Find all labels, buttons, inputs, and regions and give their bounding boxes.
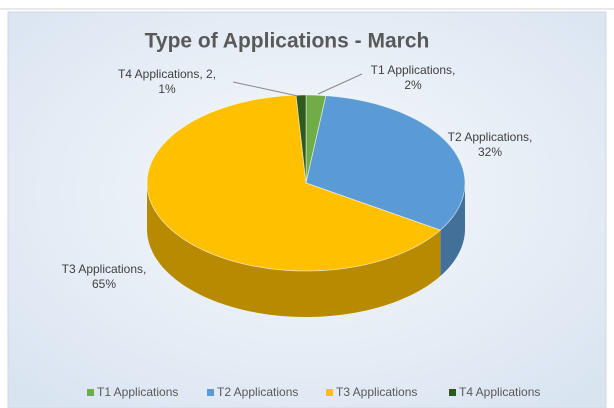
legend: T1 Applications T2 Applications T3 Applica… — [87, 385, 540, 399]
data-label: T4 Applications, 2, 1% — [117, 67, 217, 96]
slice — [305, 95, 466, 231]
leader-line — [317, 73, 363, 95]
legend-swatch — [326, 389, 333, 396]
data-label: T1 Applications, 2% — [370, 63, 456, 92]
legend-swatch — [449, 389, 456, 396]
slice-side — [440, 183, 465, 277]
slice-side — [147, 183, 441, 317]
leader-line — [232, 81, 299, 97]
slice — [295, 94, 307, 184]
data-label: T2 Applications, 32% — [447, 130, 533, 159]
legend-swatch — [207, 389, 214, 396]
chart-title: Type of Applications - March — [145, 30, 430, 53]
legend-swatch — [87, 389, 94, 396]
slice — [146, 94, 442, 272]
legend-label: T1 Applications — [97, 385, 178, 399]
legend-label: T2 Applications — [217, 385, 298, 399]
data-label: T3 Applications, 65% — [61, 262, 147, 291]
pie — [146, 94, 466, 317]
legend-label: T3 Applications — [336, 385, 417, 399]
legend-label: T4 Applications — [459, 385, 540, 399]
